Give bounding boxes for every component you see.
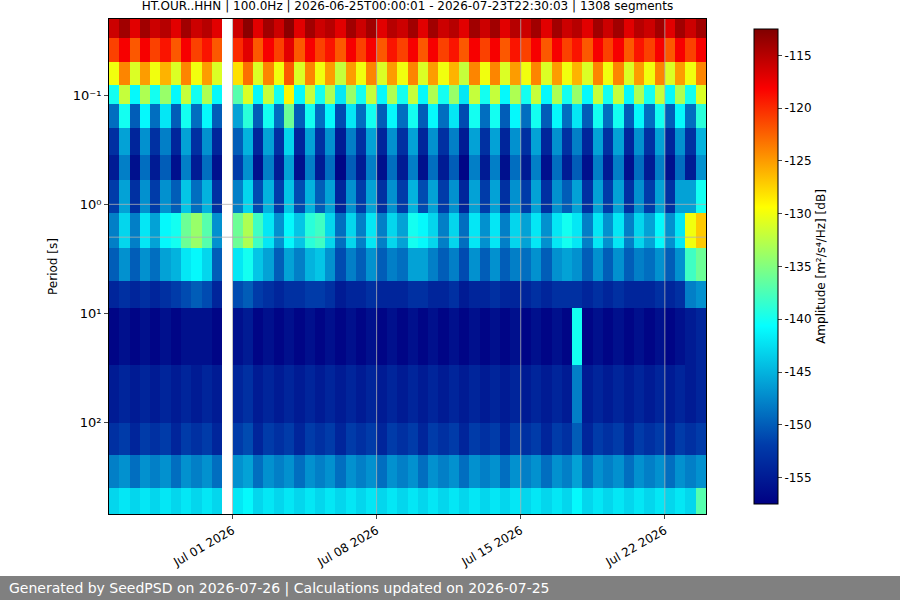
- svg-text:-115: -115: [784, 49, 811, 63]
- html-text:Generated by SeedPSD on 2026-0: Generated by SeedPSD on 2026-07-26 | Cal…: [9, 580, 550, 596]
- svg-text:Jul 01 2026: Jul 01 2026: [170, 523, 237, 570]
- svg-text:Amplitude [m²/s⁴/Hz] [dB]: Amplitude [m²/s⁴/Hz] [dB]: [814, 189, 828, 344]
- svg-text:10²: 10²: [80, 415, 102, 430]
- svg-text:-130: -130: [784, 207, 811, 221]
- svg-text:-135: -135: [784, 260, 811, 274]
- svg-text:Period [s]: Period [s]: [46, 238, 60, 295]
- svg-text:10⁰: 10⁰: [80, 197, 102, 212]
- svg-text:-120: -120: [784, 101, 811, 115]
- svg-text:-140: -140: [784, 312, 811, 326]
- svg-text:-155: -155: [784, 471, 811, 485]
- svg-text:Jul 08 2026: Jul 08 2026: [314, 523, 381, 570]
- svg-text:-145: -145: [784, 365, 811, 379]
- svg-text:HT.OUR..HHN | 100.0Hz | 2026-0: HT.OUR..HHN | 100.0Hz | 2026-06-25T00:00…: [142, 0, 673, 13]
- svg-text:Jul 15 2026: Jul 15 2026: [459, 523, 526, 570]
- svg-text:10⁻¹: 10⁻¹: [73, 88, 102, 103]
- svg-text:10¹: 10¹: [80, 306, 102, 321]
- svg-text:Jul 22 2026: Jul 22 2026: [603, 523, 670, 570]
- svg-text:-125: -125: [784, 154, 811, 168]
- svg-text:-150: -150: [784, 418, 811, 432]
